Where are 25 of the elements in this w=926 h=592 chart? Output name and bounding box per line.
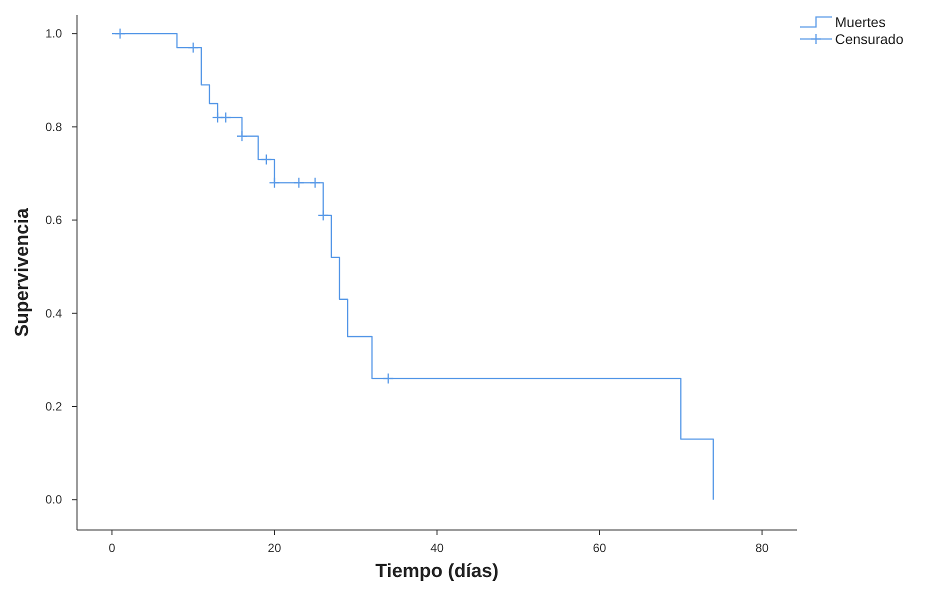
y-tick-label: 0.2 [45,399,62,414]
point [236,130,248,142]
point [293,177,304,188]
legend-label: Muertes [835,14,886,30]
point [212,112,224,124]
y-tick-label: 0.8 [45,120,62,134]
point [220,112,232,124]
x-tick-label: 20 [268,541,282,555]
point [309,177,321,188]
x-tick-label: 0 [108,541,116,555]
x-tick-label: 80 [755,541,770,555]
y-tick-label: 0.0 [45,492,62,507]
point [260,154,272,166]
y-axis-title: Supervivencia [12,208,33,337]
legend-label: Censurado [835,31,904,47]
point [382,372,394,384]
point [318,210,329,222]
point [268,177,280,188]
y-tick-label: 1.0 [45,26,62,41]
y-tick-label: 0.4 [45,306,62,320]
x-tick-label: 60 [592,541,607,555]
point [188,42,199,54]
x-axis-title: Tiempo (días) [375,561,499,582]
x-tick-label: 40 [430,541,444,555]
y-tick-label: 0.6 [45,213,62,228]
